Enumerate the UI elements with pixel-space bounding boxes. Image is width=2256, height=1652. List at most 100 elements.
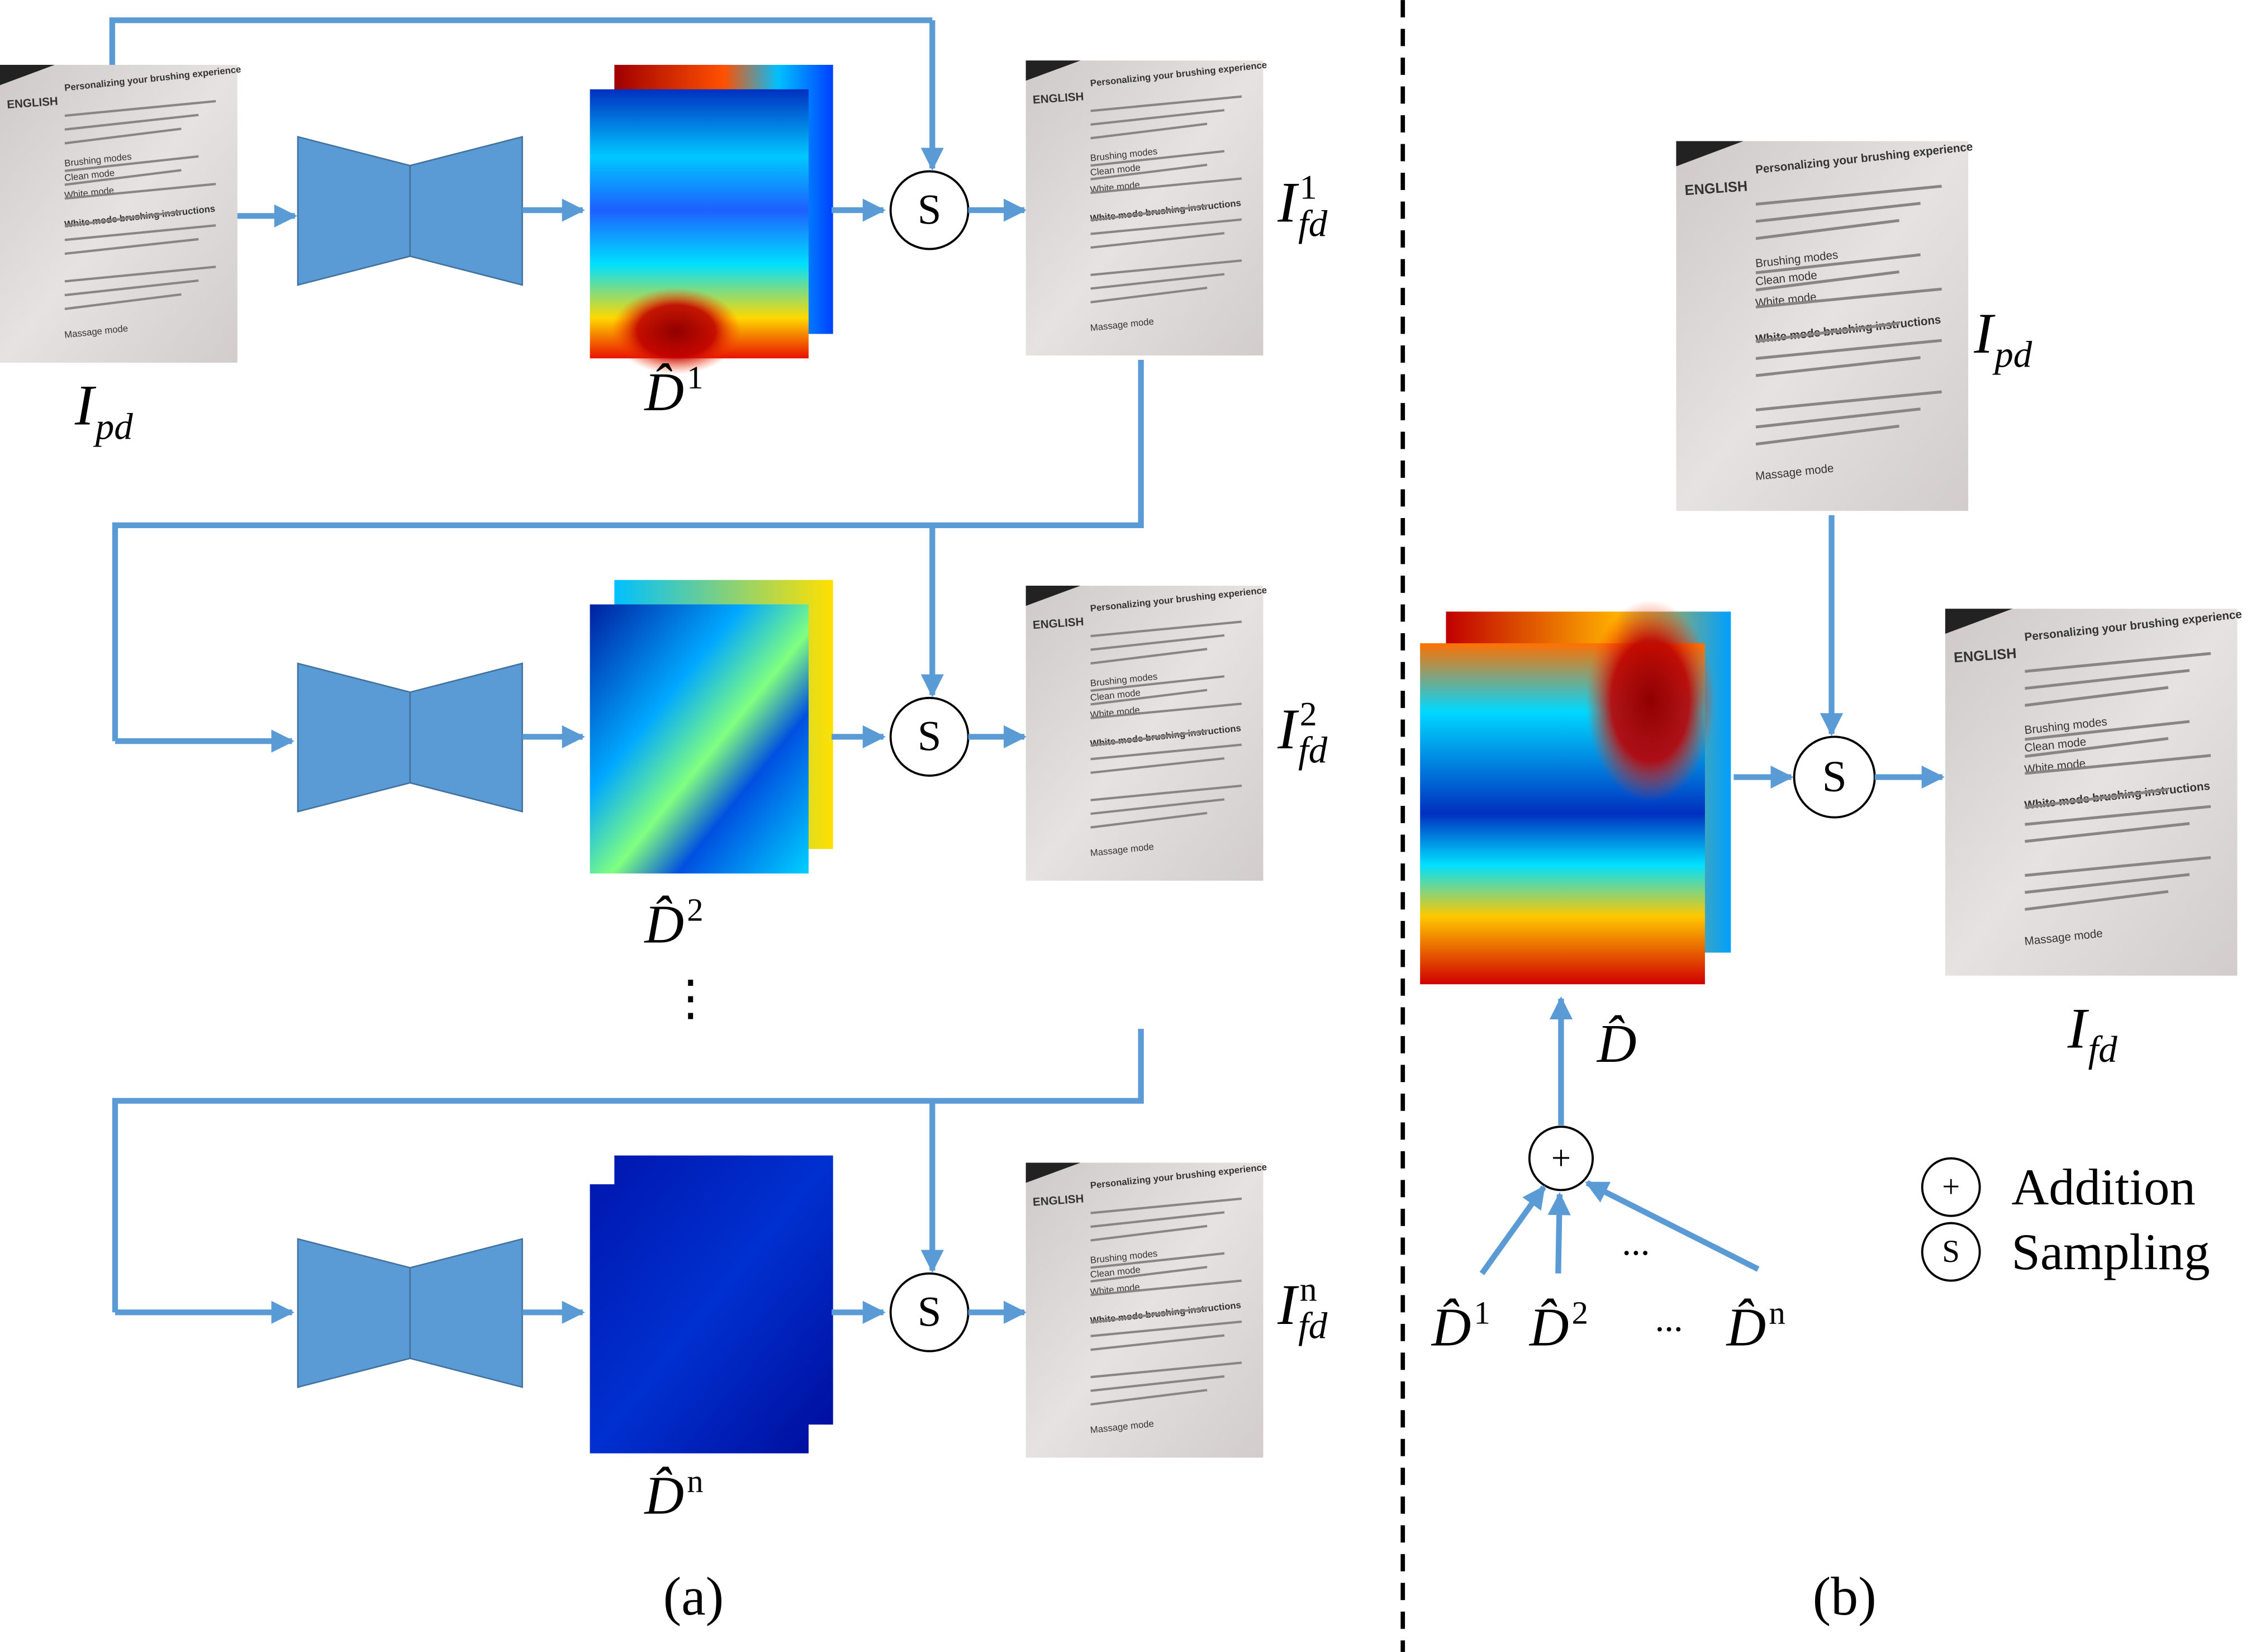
heatmap-blob <box>611 288 741 374</box>
superscript: 2 <box>1572 1294 1588 1331</box>
math-label: D̂ <box>643 895 684 955</box>
legend-symbol-symbol: S <box>1942 1235 1960 1269</box>
text-line <box>64 224 216 241</box>
text-line <box>1090 205 1208 222</box>
ellipsis: ... <box>1655 1298 1683 1340</box>
text-line <box>1090 1266 1208 1283</box>
encoder <box>297 662 523 813</box>
text-line <box>1090 675 1225 692</box>
connector <box>109 17 933 65</box>
text-line <box>1090 702 1242 719</box>
text-line <box>64 155 199 172</box>
text-line <box>2025 805 2211 826</box>
text-line <box>64 293 182 310</box>
text-line <box>1090 1224 1208 1242</box>
text-line <box>1090 743 1242 761</box>
math-label: D̂ <box>1528 1297 1569 1357</box>
text-line <box>64 99 216 117</box>
subscript: pd <box>93 406 133 447</box>
text-line <box>1755 270 1899 292</box>
text-line <box>1090 784 1242 801</box>
encoder <box>297 1238 523 1388</box>
sampling-op-symbol: S <box>918 1288 942 1336</box>
subscript: fd <box>1298 730 1328 771</box>
math-label: D̂ <box>643 362 684 423</box>
text-line <box>1755 339 1942 360</box>
text-line <box>1090 798 1225 815</box>
text-line <box>2025 754 2211 775</box>
text-line <box>1090 757 1225 774</box>
sampling-op-symbol: S <box>918 713 942 760</box>
math-label: I <box>1277 697 1299 761</box>
subscript: fd <box>1298 1306 1328 1347</box>
superscript: 1 <box>687 359 703 396</box>
sampling-op-symbol: S <box>1822 752 1847 801</box>
text-line <box>1090 1307 1208 1324</box>
text-line <box>1090 273 1225 290</box>
text-line <box>2025 856 2211 877</box>
text-line <box>1090 730 1208 747</box>
text-line <box>1090 218 1242 235</box>
text-line <box>1090 109 1225 126</box>
text-line <box>1090 634 1225 651</box>
text-line <box>64 127 182 145</box>
text-line <box>1090 287 1208 303</box>
text-line <box>1090 1279 1242 1297</box>
ellipsis: ... <box>1622 1222 1650 1263</box>
addition-op <box>1528 1126 1594 1191</box>
math-label: I <box>2067 996 2089 1060</box>
subscript: fd <box>2088 1029 2118 1070</box>
text-line <box>64 279 199 297</box>
text-line <box>2025 720 2190 741</box>
math-label: I <box>1277 1273 1299 1337</box>
legend-symbol <box>1921 1222 1981 1282</box>
text-line <box>1755 287 1942 309</box>
math-label: D̂ <box>1596 1014 1637 1074</box>
text-line <box>1090 620 1242 638</box>
text-line <box>64 169 182 186</box>
text-line <box>1090 1389 1208 1406</box>
sampling-op-symbol: S <box>918 186 942 233</box>
text-line <box>1090 1320 1242 1337</box>
heatmap-front <box>590 1184 809 1454</box>
superscript: n <box>687 1463 703 1499</box>
math-label: I <box>1277 171 1299 235</box>
text-line <box>1090 259 1242 276</box>
subscript: fd <box>1298 203 1328 244</box>
text-line <box>1090 177 1242 194</box>
text-line <box>1090 1197 1242 1214</box>
text-line <box>1755 202 1921 223</box>
text-line <box>1090 1334 1225 1351</box>
text-line <box>64 113 199 131</box>
text-line <box>1090 1375 1225 1392</box>
text-line <box>2025 890 2169 911</box>
text-line <box>1755 184 1942 206</box>
text-line <box>2025 669 2190 690</box>
text-line <box>1090 232 1225 249</box>
math-label: D̂ <box>643 1466 684 1526</box>
subscript: pd <box>1992 334 2032 376</box>
legend-label: Sampling <box>2011 1223 2210 1281</box>
superscript: 1 <box>1474 1294 1490 1331</box>
connector <box>112 359 1144 742</box>
text-line <box>1090 150 1225 167</box>
math-label: D̂ <box>1726 1297 1766 1357</box>
math-label: I <box>74 374 97 438</box>
text-line <box>1755 219 1899 240</box>
encoder <box>297 136 523 286</box>
connector <box>112 1029 1144 1313</box>
paper-corner <box>1676 141 1744 167</box>
caption: (a) <box>663 1566 724 1627</box>
text-line <box>1090 122 1208 140</box>
text-line <box>1755 407 1921 429</box>
text-line <box>64 183 216 200</box>
text-line <box>2025 652 2211 673</box>
